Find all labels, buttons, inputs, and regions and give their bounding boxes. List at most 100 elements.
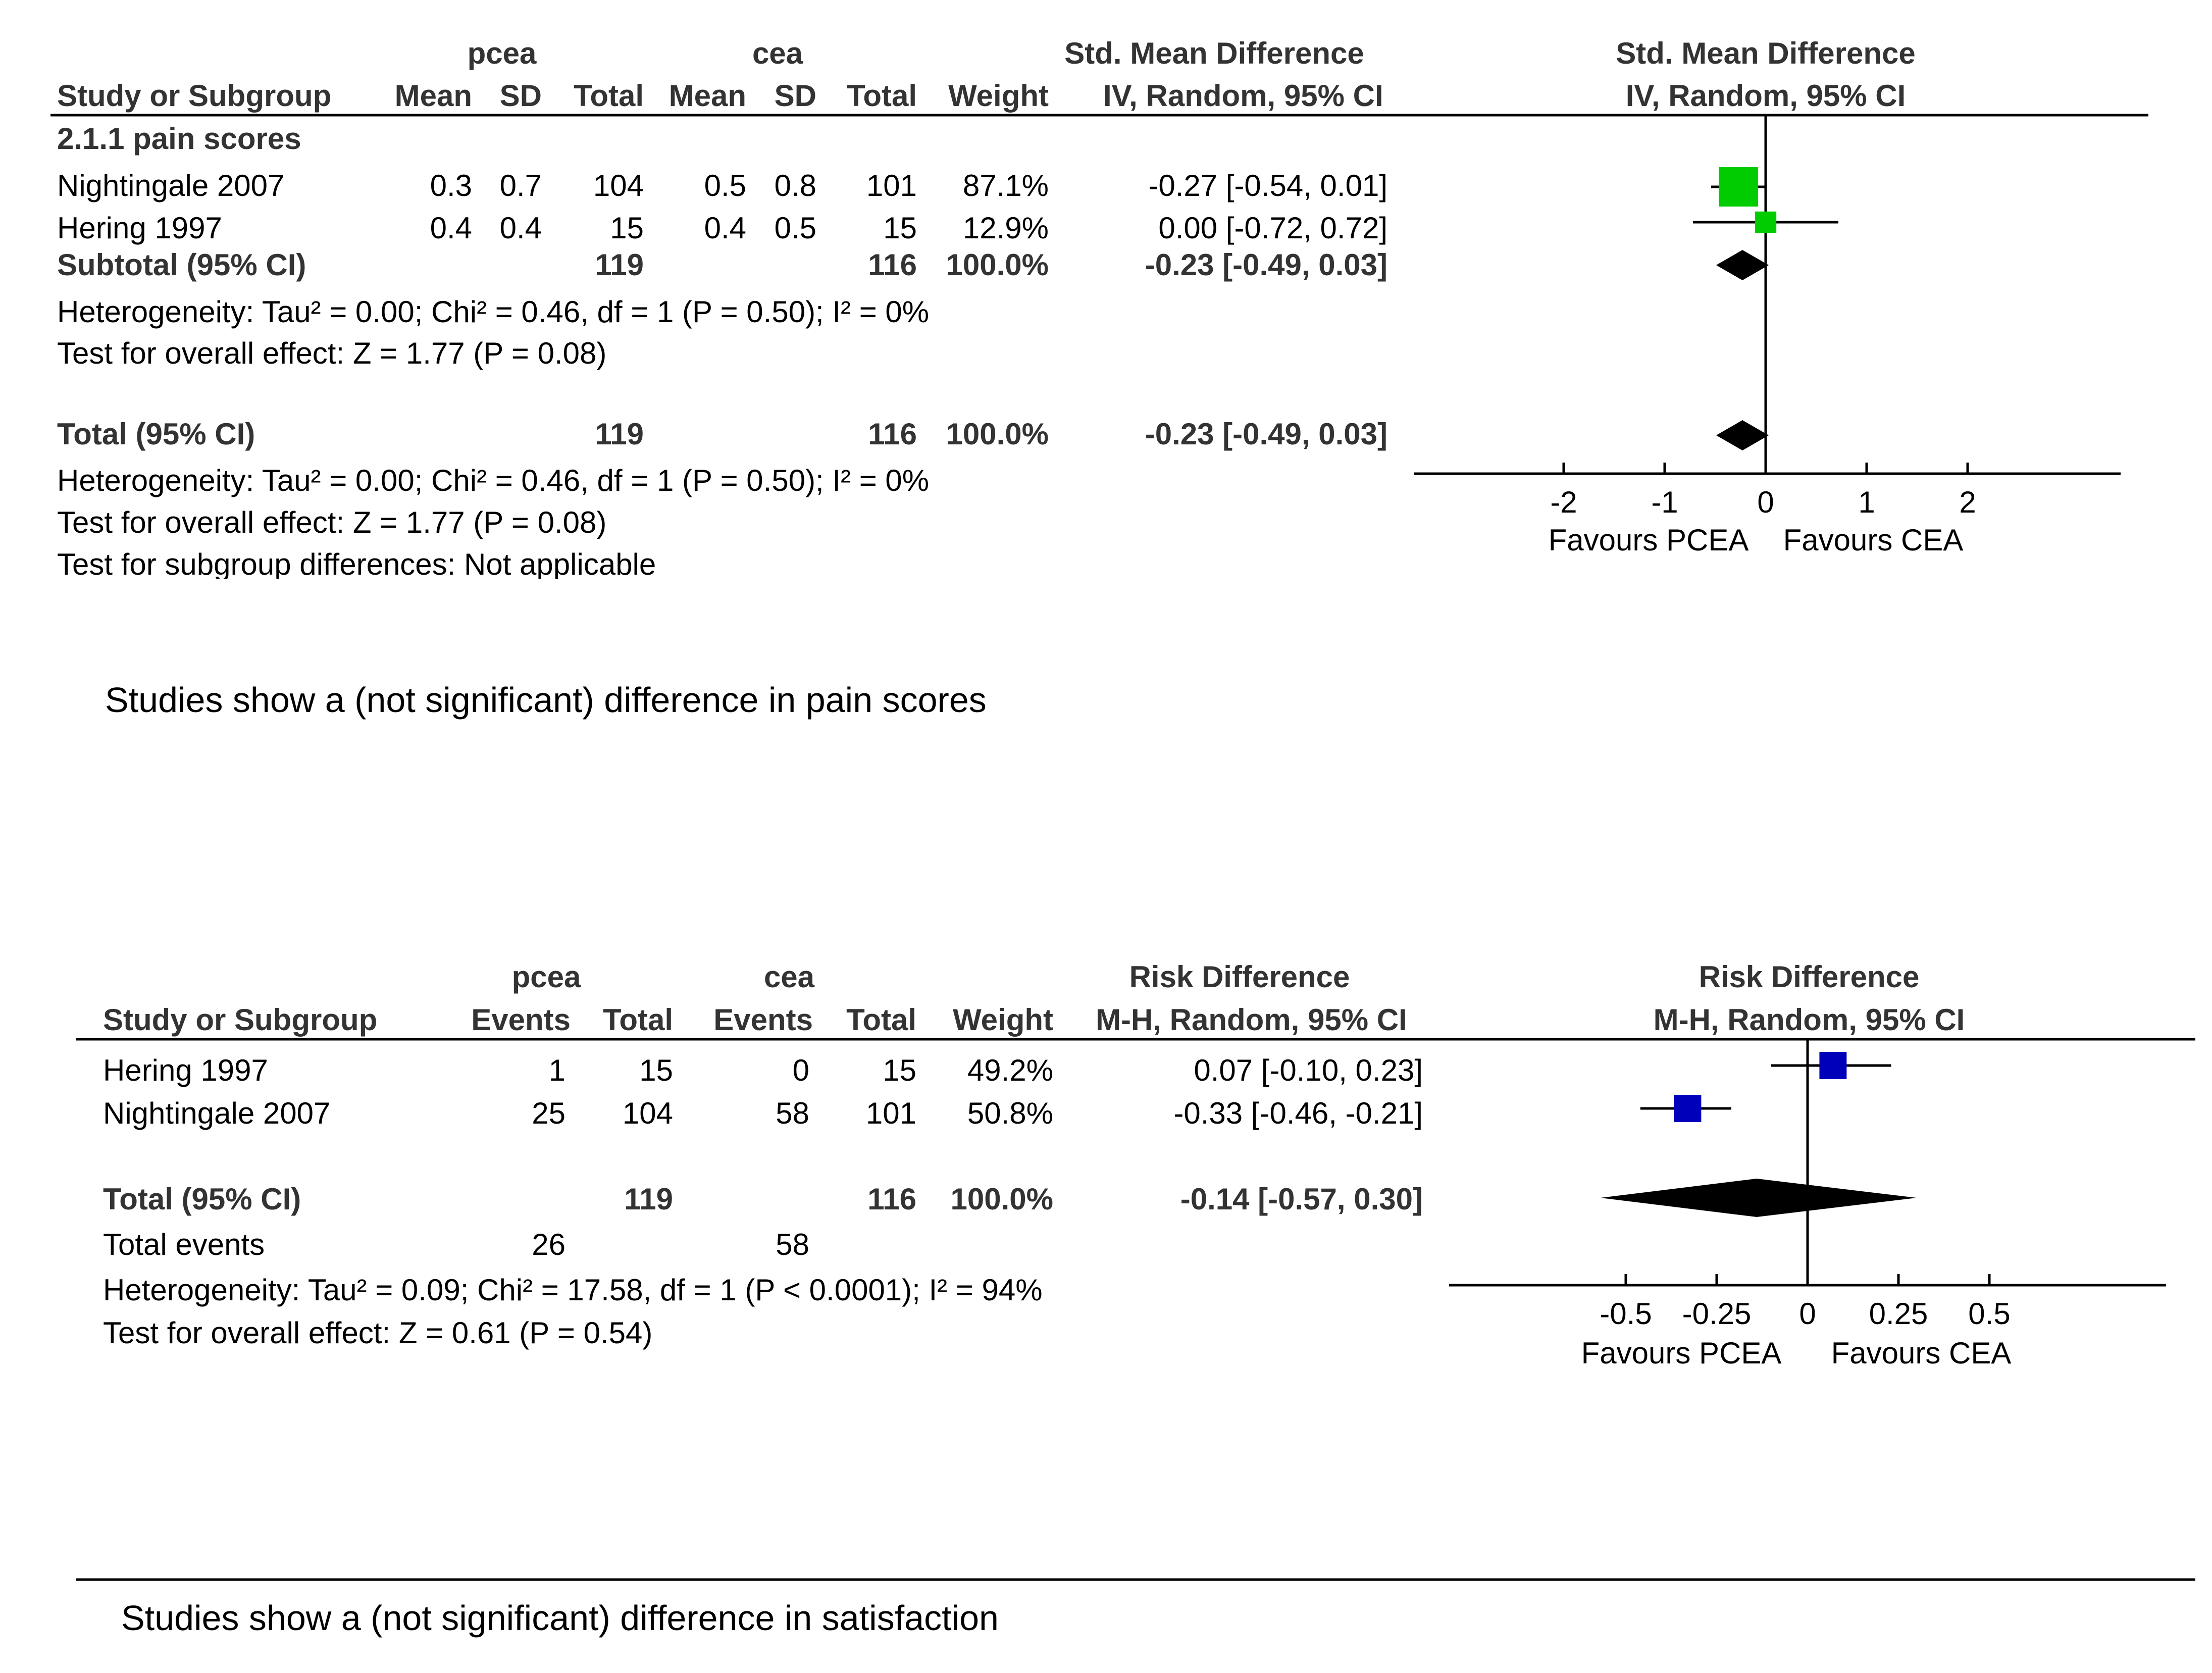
e-total: 15 [639, 1053, 673, 1087]
total-diamond [1600, 1179, 1917, 1217]
c-mean: 0.4 [704, 211, 746, 245]
plot-header-measure: Std. Mean Difference [1616, 36, 1915, 70]
subtotal-effect-ci: -0.23 [-0.49, 0.03] [1145, 248, 1387, 282]
total-events-row: Total events 26 58 [103, 1228, 809, 1261]
subtotal-weight: 100.0% [946, 248, 1049, 282]
study-name: Nightingale 2007 [103, 1096, 330, 1130]
weight: 12.9% [963, 211, 1049, 245]
total-events-c: 58 [776, 1228, 809, 1261]
total-weight: 100.0% [951, 1182, 1054, 1216]
axis-tick-label: -2 [1550, 485, 1577, 519]
subgroup-label: 2.1.1 pain scores [57, 122, 301, 156]
c-total: 15 [883, 211, 917, 245]
subtotal-e-total: 119 [595, 248, 644, 282]
clip-mask [50, 579, 858, 599]
heterogeneity-note: Heterogeneity: Tau² = 0.00; Chi² = 0.46,… [57, 295, 929, 329]
effect-header-measure: Risk Difference [1129, 960, 1350, 994]
axis-tick-label: 0.5 [1968, 1297, 2010, 1331]
e-total: 104 [593, 169, 644, 202]
axis-tick-label: 0 [1757, 485, 1774, 519]
col-header-weight: Weight [948, 79, 1049, 113]
effect-header-method: M-H, Random, 95% CI [1096, 1003, 1407, 1037]
axis-tick-label: 0 [1799, 1297, 1816, 1331]
table-row: Nightingale 2007 25 104 58 101 50.8% -0.… [103, 1096, 1423, 1130]
table-row: Hering 1997 1 15 0 15 49.2% 0.07 [-0.10,… [103, 1053, 1423, 1087]
axis-tick-label: -0.25 [1682, 1297, 1752, 1331]
forest-plot-satisfaction: pcea cea Risk Difference Risk Difference… [76, 960, 2195, 1638]
e-total: 15 [610, 211, 644, 245]
effect-header-measure: Std. Mean Difference [1064, 36, 1364, 70]
favours-right-label: Favours CEA [1831, 1336, 2012, 1370]
table-row: Hering 1997 0.4 0.4 15 0.4 0.5 15 12.9% … [57, 211, 1387, 245]
c-events: 0 [793, 1053, 809, 1087]
overall-effect-note: Test for overall effect: Z = 1.77 (P = 0… [57, 505, 606, 539]
plot-header-method: IV, Random, 95% CI [1626, 79, 1906, 113]
subtotal-row: Subtotal (95% CI) 119 116 100.0% -0.23 [… [57, 248, 1387, 282]
figure-caption: Studies show a (not significant) differe… [121, 1598, 999, 1638]
subgroup-differences-note: Test for subgroup differences: Not appli… [57, 547, 656, 581]
col-header-study: Study or Subgroup [57, 79, 331, 113]
effect-ci: 0.00 [-0.72, 0.72] [1158, 211, 1387, 245]
group-header-pcea: pcea [468, 36, 537, 70]
effect-ci: -0.27 [-0.54, 0.01] [1148, 169, 1387, 202]
total-c-total: 116 [867, 1182, 916, 1216]
study-name: Hering 1997 [103, 1053, 268, 1087]
effect-ci: -0.33 [-0.46, -0.21] [1173, 1096, 1423, 1130]
col-header-c-events: Events [713, 1003, 813, 1037]
effect-square [1819, 1052, 1847, 1079]
col-header-c-sd: SD [775, 79, 816, 113]
total-e-total: 119 [595, 417, 644, 451]
c-mean: 0.5 [704, 169, 746, 202]
group-header-cea: cea [764, 960, 815, 994]
table-row: Nightingale 2007 0.3 0.7 104 0.5 0.8 101… [57, 169, 1387, 202]
total-effect-ci: -0.23 [-0.49, 0.03] [1145, 417, 1387, 451]
col-header-e-sd: SD [500, 79, 542, 113]
total-row: Total (95% CI) 119 116 100.0% -0.23 [-0.… [57, 417, 1387, 451]
weight: 50.8% [967, 1096, 1053, 1130]
c-total: 15 [883, 1053, 916, 1087]
forest-plot-pain-scores: pcea cea Std. Mean Difference Std. Mean … [50, 36, 2148, 720]
effect-header-method: IV, Random, 95% CI [1103, 79, 1383, 113]
e-total: 104 [623, 1096, 673, 1130]
effect-square [1674, 1095, 1702, 1122]
e-sd: 0.4 [500, 211, 542, 245]
e-mean: 0.3 [430, 169, 472, 202]
e-sd: 0.7 [500, 169, 542, 202]
axis-tick-label: -1 [1651, 485, 1678, 519]
c-events: 58 [776, 1096, 809, 1130]
axis-tick-label: 2 [1959, 485, 1976, 519]
overall-effect-note: Test for overall effect: Z = 1.77 (P = 0… [57, 336, 606, 370]
e-mean: 0.4 [430, 211, 472, 245]
col-header-study: Study or Subgroup [103, 1003, 377, 1037]
subtotal-c-total: 116 [868, 248, 917, 282]
col-header-c-total: Total [846, 1003, 916, 1037]
axis-tick-label: 1 [1858, 485, 1875, 519]
favours-left-label: Favours PCEA [1549, 523, 1749, 557]
forest-plot-area: -0.5 -0.25 0 0.25 0.5 Favours PCEA Favours CEA [1449, 1039, 2166, 1370]
plot-header-method: M-H, Random, 95% CI [1654, 1003, 1965, 1037]
total-e-total: 119 [624, 1182, 673, 1216]
effect-square [1755, 211, 1777, 233]
total-effect-ci: -0.14 [-0.57, 0.30] [1180, 1182, 1423, 1216]
study-name: Hering 1997 [57, 211, 222, 245]
c-total: 101 [866, 169, 917, 202]
plot-header-measure: Risk Difference [1699, 960, 1920, 994]
total-c-total: 116 [868, 417, 917, 451]
effect-square [1719, 167, 1758, 207]
favours-left-label: Favours PCEA [1581, 1336, 1782, 1370]
total-events-label: Total events [103, 1228, 265, 1261]
total-weight: 100.0% [946, 417, 1049, 451]
c-sd: 0.8 [775, 169, 816, 202]
total-row: Total (95% CI) 119 116 100.0% -0.14 [-0.… [103, 1182, 1423, 1216]
total-diamond [1716, 420, 1769, 450]
group-header-pcea: pcea [512, 960, 581, 994]
axis-tick-label: 0.25 [1869, 1297, 1928, 1331]
c-sd: 0.5 [775, 211, 816, 245]
col-header-e-total: Total [603, 1003, 673, 1037]
total-label: Total (95% CI) [103, 1182, 301, 1216]
group-header-cea: cea [752, 36, 803, 70]
effect-ci: 0.07 [-0.10, 0.23] [1194, 1053, 1423, 1087]
total-label: Total (95% CI) [57, 417, 255, 451]
weight: 49.2% [967, 1053, 1053, 1087]
study-name: Nightingale 2007 [57, 169, 284, 202]
